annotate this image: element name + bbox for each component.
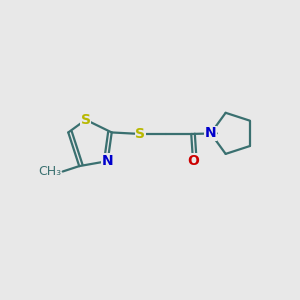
Text: N: N [102,154,113,168]
Text: N: N [205,126,217,140]
Text: S: S [135,127,145,141]
Text: S: S [81,113,91,127]
Text: CH₃: CH₃ [38,165,61,178]
Text: O: O [187,154,199,168]
